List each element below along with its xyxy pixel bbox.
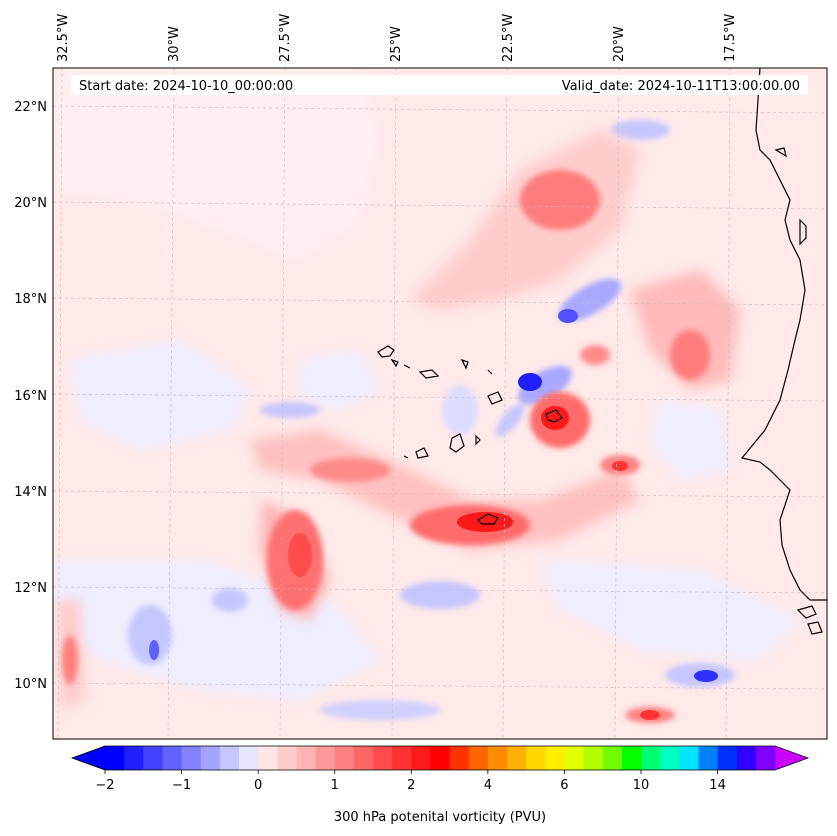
colorbar-over-arrow — [775, 746, 808, 770]
colorbar-cell — [545, 746, 566, 770]
africa-coastline — [740, 68, 827, 635]
colorbar-cells — [105, 746, 776, 770]
colorbar-cell — [679, 746, 700, 770]
lat-label: 18°N — [14, 292, 47, 307]
colorbar-cell — [143, 746, 164, 770]
colorbar-cell — [698, 746, 719, 770]
colorbar-cell — [296, 746, 317, 770]
lon-label: 20°W — [612, 26, 627, 62]
colorbar-cell — [411, 746, 432, 770]
colorbar-cell — [487, 746, 508, 770]
colorbar: −2 −1 0 1 2 4 6 10 14 300 hPa potenital vorticit… — [70, 745, 810, 825]
lat-label: 10°N — [14, 677, 47, 692]
colorbar-cell — [755, 746, 776, 770]
colorbar-cell — [277, 746, 298, 770]
header-box: Start date: 2024-10-10_00:00:00 Valid_da… — [71, 75, 808, 95]
colorbar-cell — [219, 746, 240, 770]
valid-date-label: Valid_date: 2024-10-11T13:00:00.00 — [562, 79, 800, 94]
colorbar-tick-label: 1 — [331, 778, 339, 793]
lon-label: 30°W — [167, 26, 182, 62]
colorbar-tick-label: 6 — [560, 778, 568, 793]
lat-label: 22°N — [14, 100, 47, 115]
lon-label: 22.5°W — [501, 14, 516, 62]
feature-contour — [477, 409, 563, 525]
colorbar-cell — [373, 746, 393, 770]
lon-label: 27.5°W — [278, 14, 293, 62]
coastlines — [377, 68, 827, 635]
strong-positive-pv — [288, 406, 660, 720]
colorbar-cell — [334, 746, 355, 770]
latitude-labels: 22°N 20°N 18°N 16°N 14°N 12°N 10°N — [14, 100, 47, 692]
moderate-negative-pv — [128, 120, 735, 720]
longitude-labels: 32.5°W 30°W 27.5°W 25°W 22.5°W 20°W 17.5… — [56, 14, 738, 62]
colorbar-tick-label: 2 — [407, 778, 415, 793]
lat-label: 12°N — [14, 581, 47, 596]
colorbar-cell — [430, 746, 451, 770]
colorbar-cell — [468, 746, 489, 770]
map-frame — [52, 67, 828, 740]
colorbar-ticks: −2 −1 0 1 2 4 6 10 14 — [95, 770, 726, 793]
colorbar-cell — [717, 746, 738, 770]
cape-verde-islands — [377, 345, 503, 459]
map-area[interactable] — [53, 68, 827, 739]
colorbar-under-arrow — [72, 746, 105, 770]
colorbar-tick-label: 0 — [254, 778, 262, 793]
map-gridlines — [53, 68, 827, 739]
colorbar-title: 300 hPa potenital vorticity (PVU) — [334, 810, 546, 825]
colorbar-cell — [583, 746, 604, 770]
colorbar-cell — [392, 746, 412, 770]
lat-label: 20°N — [14, 196, 47, 211]
colorbar-cell — [449, 746, 470, 770]
strong-negative-pv — [149, 309, 718, 682]
colorbar-cell — [602, 746, 623, 770]
colorbar-cell — [239, 746, 259, 770]
colorbar-tick-label: 4 — [484, 778, 492, 793]
start-date-label: Start date: 2024-10-10_00:00:00 — [79, 79, 293, 94]
colorbar-cell — [660, 746, 680, 770]
colorbar-cell — [315, 746, 336, 770]
colorbar-cell — [564, 746, 585, 770]
colorbar-cell — [105, 746, 125, 770]
lat-label: 16°N — [14, 389, 47, 404]
lat-label: 14°N — [14, 485, 47, 500]
lon-label: 17.5°W — [723, 14, 738, 62]
colorbar-cell — [181, 746, 202, 770]
lon-label: 25°W — [389, 26, 404, 62]
colorbar-tick-label: 14 — [709, 778, 726, 793]
colorbar-cell — [507, 746, 527, 770]
colorbar-cell — [526, 746, 546, 770]
colorbar-cell — [621, 746, 642, 770]
colorbar-cell — [353, 746, 374, 770]
colorbar-cell — [162, 746, 183, 770]
colorbar-cell — [736, 746, 757, 770]
colorbar-tick-label: 10 — [633, 778, 650, 793]
colorbar-tick-label: −2 — [95, 778, 114, 793]
colorbar-tick-label: −1 — [172, 778, 191, 793]
lon-label: 32.5°W — [56, 14, 71, 62]
colorbar-cell — [124, 746, 144, 770]
colorbar-cell — [258, 746, 278, 770]
colorbar-cell — [200, 746, 221, 770]
colorbar-cell — [641, 746, 661, 770]
